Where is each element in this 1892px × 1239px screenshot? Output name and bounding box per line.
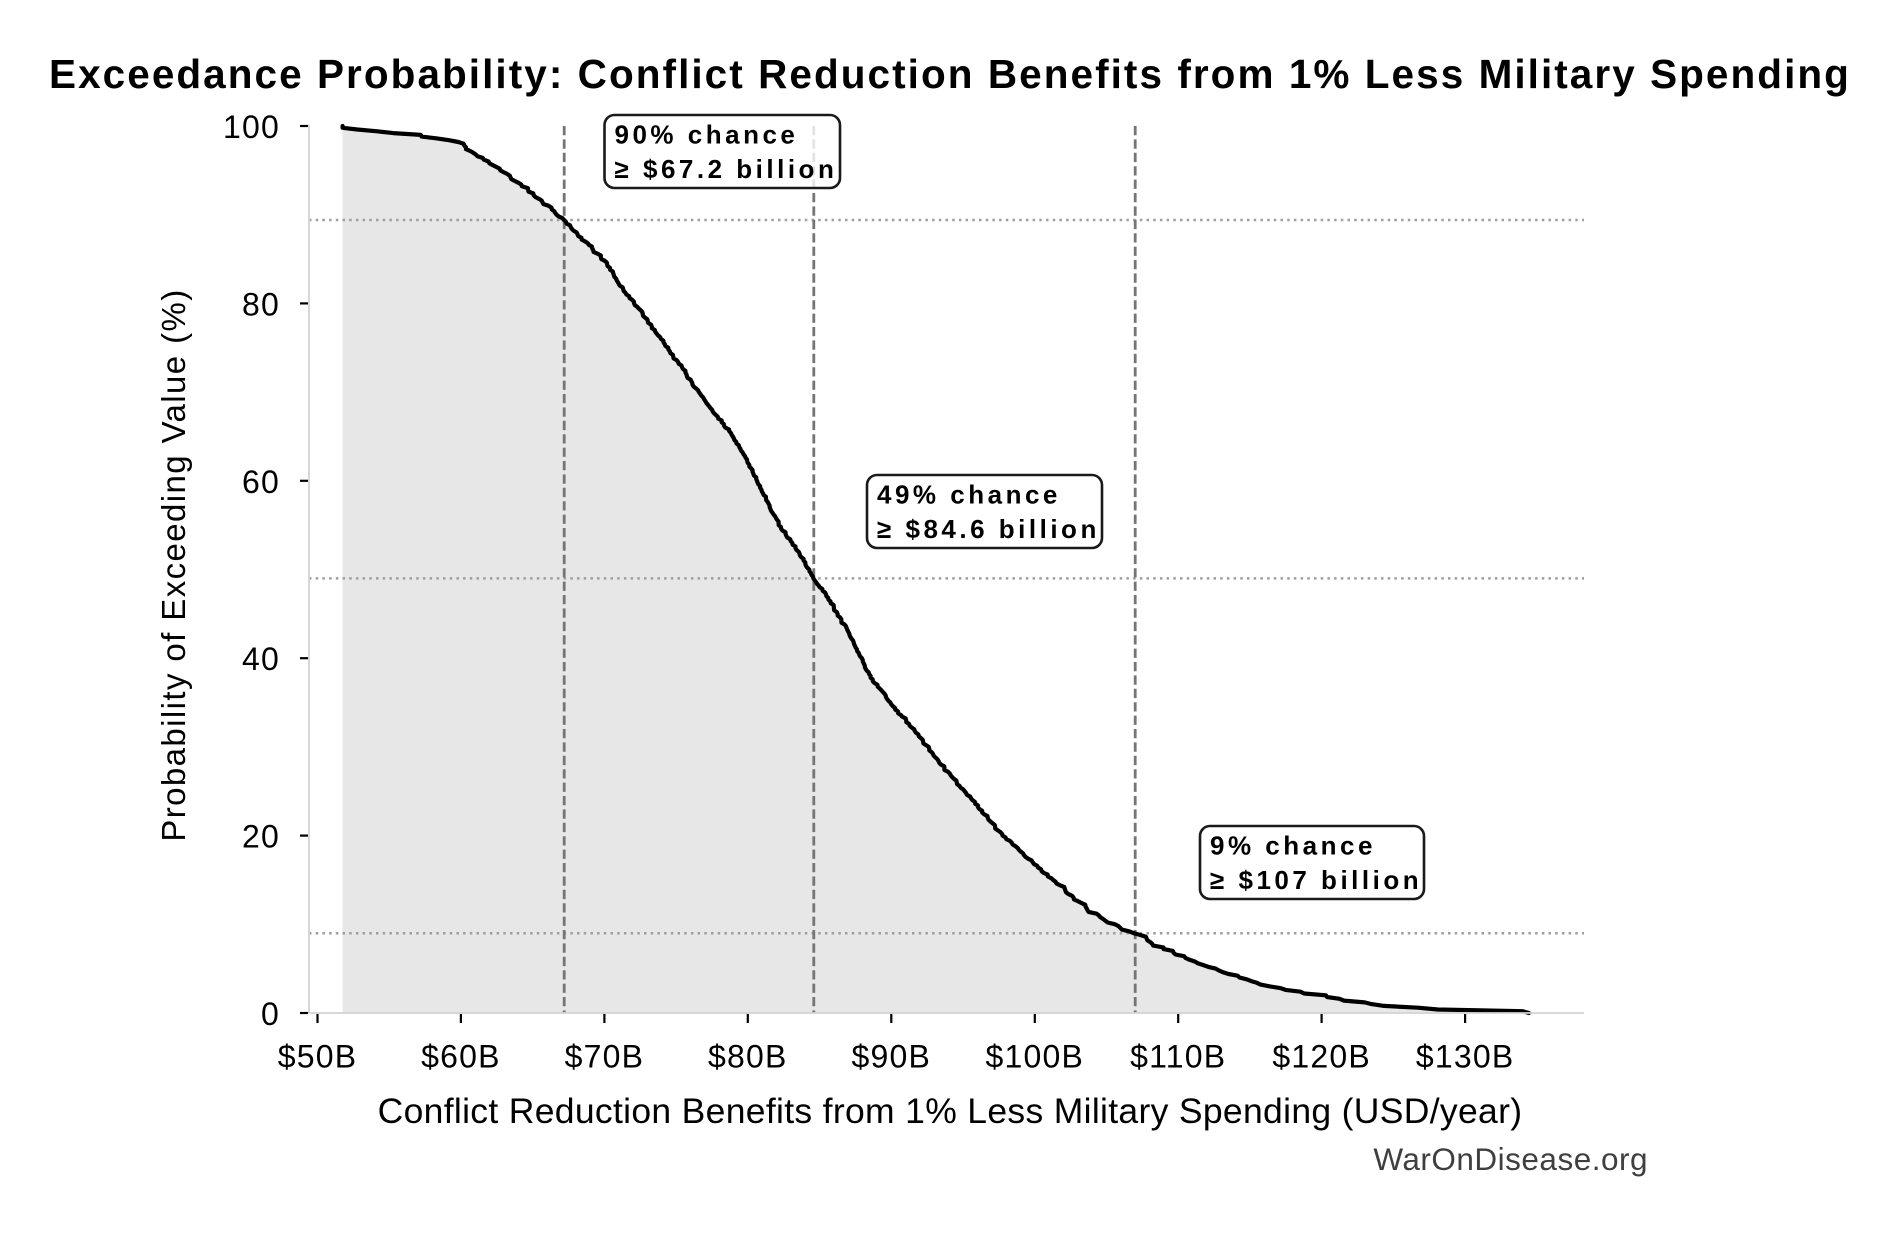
svg-text:20: 20 [242, 819, 280, 855]
svg-text:80: 80 [242, 286, 280, 322]
svg-text:0: 0 [261, 996, 280, 1032]
svg-text:9% chance: 9% chance [1210, 831, 1376, 861]
svg-text:Conflict Reduction Benefits fr: Conflict Reduction Benefits from 1% Less… [378, 1091, 1523, 1131]
svg-text:90% chance: 90% chance [615, 120, 799, 150]
svg-text:$120B: $120B [1272, 1039, 1371, 1075]
svg-text:≥ $67.2 billion: ≥ $67.2 billion [615, 154, 838, 184]
svg-text:$80B: $80B [708, 1039, 788, 1075]
svg-text:≥ $84.6 billion: ≥ $84.6 billion [877, 514, 1100, 544]
svg-text:40: 40 [242, 641, 280, 677]
svg-text:$110B: $110B [1130, 1039, 1226, 1075]
svg-text:100: 100 [223, 109, 280, 145]
svg-text:$70B: $70B [565, 1039, 645, 1075]
svg-text:60: 60 [242, 464, 280, 500]
svg-text:Probability of Exceeding Value: Probability of Exceeding Value (%) [155, 288, 192, 841]
svg-text:$60B: $60B [421, 1039, 501, 1075]
svg-text:$130B: $130B [1416, 1039, 1515, 1075]
svg-text:WarOnDisease.org: WarOnDisease.org [1373, 1141, 1648, 1177]
svg-text:≥ $107 billion: ≥ $107 billion [1210, 865, 1422, 895]
svg-text:Exceedance Probability: Confli: Exceedance Probability: Conflict Reducti… [49, 51, 1851, 97]
svg-text:$90B: $90B [852, 1039, 932, 1075]
svg-text:$100B: $100B [986, 1039, 1085, 1075]
svg-text:$50B: $50B [278, 1039, 358, 1075]
svg-text:49% chance: 49% chance [877, 480, 1061, 510]
